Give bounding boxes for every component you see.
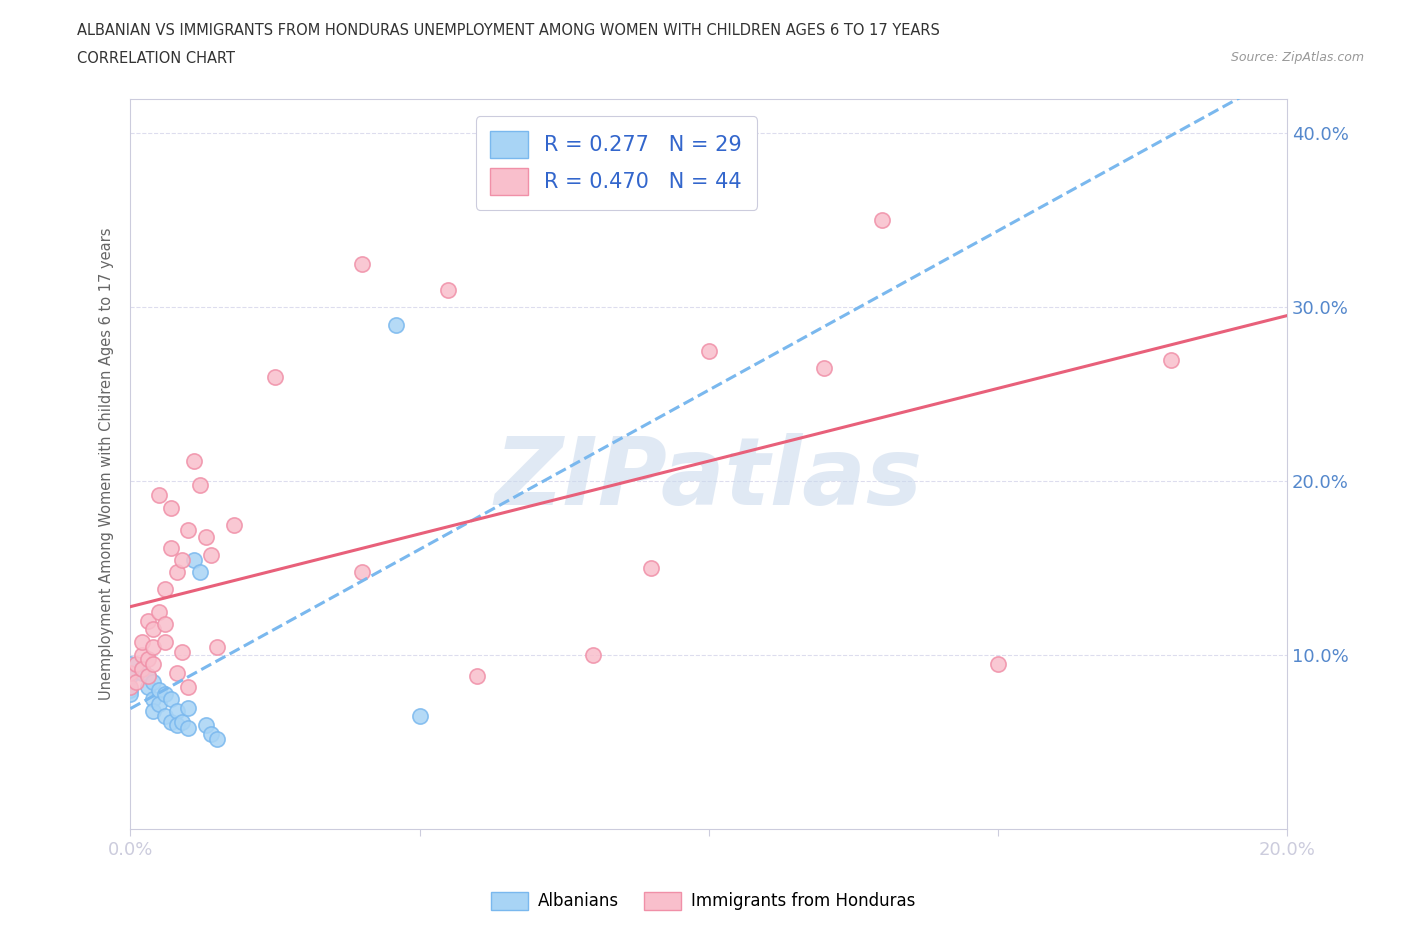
Point [640,561,662,576]
Point [172,644,194,659]
Point [125,657,148,671]
Point [582,648,605,663]
Point [166,665,188,680]
Point [142,692,165,707]
Text: Source: ZipAtlas.com: Source: ZipAtlas.com [1230,51,1364,64]
Point [177,700,200,715]
Point [136,669,159,684]
Point [408,709,430,724]
Point [131,665,153,680]
Point [131,648,153,663]
Point [148,683,170,698]
Point [183,453,205,468]
Point [264,369,287,384]
Point [136,669,159,684]
Point [159,692,181,707]
Point [136,679,159,694]
Point [166,565,188,579]
Point [350,565,373,579]
Point [153,686,176,701]
Point [194,718,217,733]
Point [120,669,142,684]
Point [142,704,165,719]
Point [136,651,159,666]
Point [142,674,165,689]
Point [385,317,408,332]
Point [166,718,188,733]
Point [131,662,153,677]
Point [142,622,165,637]
Point [1160,352,1182,367]
Point [153,634,176,649]
Point [153,582,176,597]
Point [148,604,170,619]
Point [148,488,170,503]
Point [177,523,200,538]
Point [142,639,165,654]
Point [987,657,1010,671]
Point [159,714,181,729]
Point [697,343,720,358]
Point [183,552,205,567]
Point [153,709,176,724]
Point [870,213,893,228]
Point [177,721,200,736]
Point [224,517,246,532]
Point [131,662,153,677]
Legend: Albanians, Immigrants from Honduras: Albanians, Immigrants from Honduras [485,885,921,917]
Point [172,714,194,729]
Point [142,657,165,671]
Point [194,530,217,545]
Point [136,613,159,628]
Point [120,657,142,671]
Point [120,686,142,701]
Point [125,674,148,689]
Point [153,617,176,631]
Point [166,704,188,719]
Point [120,665,142,680]
Text: ALBANIAN VS IMMIGRANTS FROM HONDURAS UNEMPLOYMENT AMONG WOMEN WITH CHILDREN AGES: ALBANIAN VS IMMIGRANTS FROM HONDURAS UNE… [77,23,941,38]
Point [188,565,211,579]
Point [350,257,373,272]
Point [148,697,170,711]
Point [200,547,222,562]
Text: ZIPatlas: ZIPatlas [495,432,922,525]
Point [120,679,142,694]
Point [205,732,228,747]
Point [437,283,460,298]
Point [813,361,835,376]
Point [200,726,222,741]
Y-axis label: Unemployment Among Women with Children Ages 6 to 17 years: Unemployment Among Women with Children A… [100,228,114,700]
Point [177,679,200,694]
Point [159,540,181,555]
Point [205,639,228,654]
Point [467,669,489,684]
Text: CORRELATION CHART: CORRELATION CHART [77,51,235,66]
Legend: R = 0.277   N = 29, R = 0.470   N = 44: R = 0.277 N = 29, R = 0.470 N = 44 [475,116,756,209]
Point [172,552,194,567]
Point [120,683,142,698]
Point [131,634,153,649]
Point [188,477,211,492]
Point [159,500,181,515]
